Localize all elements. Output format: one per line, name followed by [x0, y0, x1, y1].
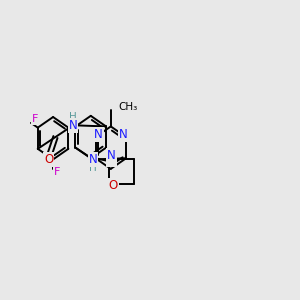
Text: N: N — [107, 149, 116, 162]
Text: N: N — [89, 153, 98, 166]
Text: O: O — [109, 179, 118, 192]
Text: N: N — [119, 128, 128, 141]
Text: F: F — [32, 114, 38, 124]
Text: O: O — [44, 153, 53, 166]
Text: H: H — [89, 163, 97, 173]
Text: N: N — [94, 128, 103, 141]
Text: H: H — [69, 112, 77, 122]
Text: F: F — [54, 167, 60, 177]
Text: CH₃: CH₃ — [118, 102, 137, 112]
Text: N: N — [69, 119, 77, 132]
Text: N: N — [107, 153, 116, 166]
